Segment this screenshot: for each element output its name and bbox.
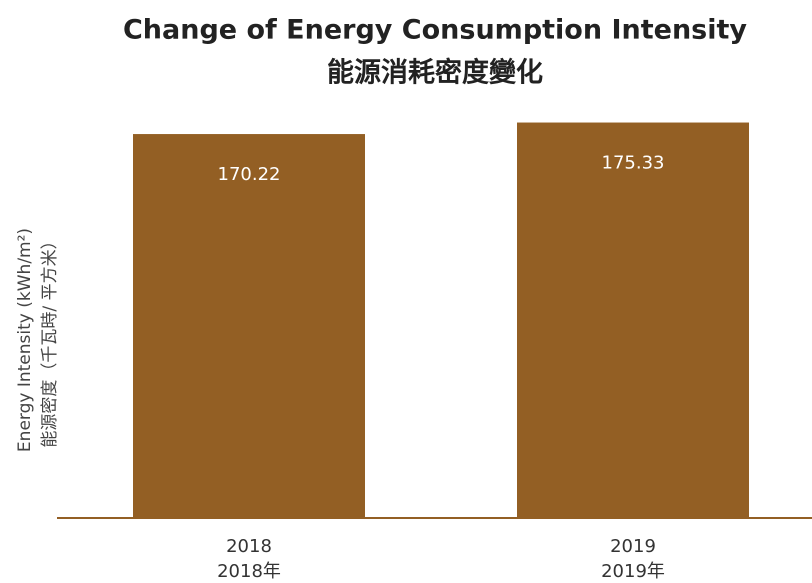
x-tick-label: 2018 [226,536,272,557]
chart-title: Change of Energy Consumption Intensity [123,15,747,46]
y-axis-label: Energy Intensity (kWh/m²) [15,228,35,452]
y-axis-label: 能源密度（千瓦時/ 平方米） [40,232,60,447]
x-tick-label: 2018年 [217,561,281,582]
value-label: 170.22 [218,164,281,185]
value-label: 175.33 [602,153,665,174]
bar [517,122,749,518]
x-tick-label: 2019年 [601,561,665,582]
x-tick-label: 2019 [610,536,656,557]
bar [133,134,365,518]
chart-subtitle: 能源消耗密度變化 [327,57,543,89]
